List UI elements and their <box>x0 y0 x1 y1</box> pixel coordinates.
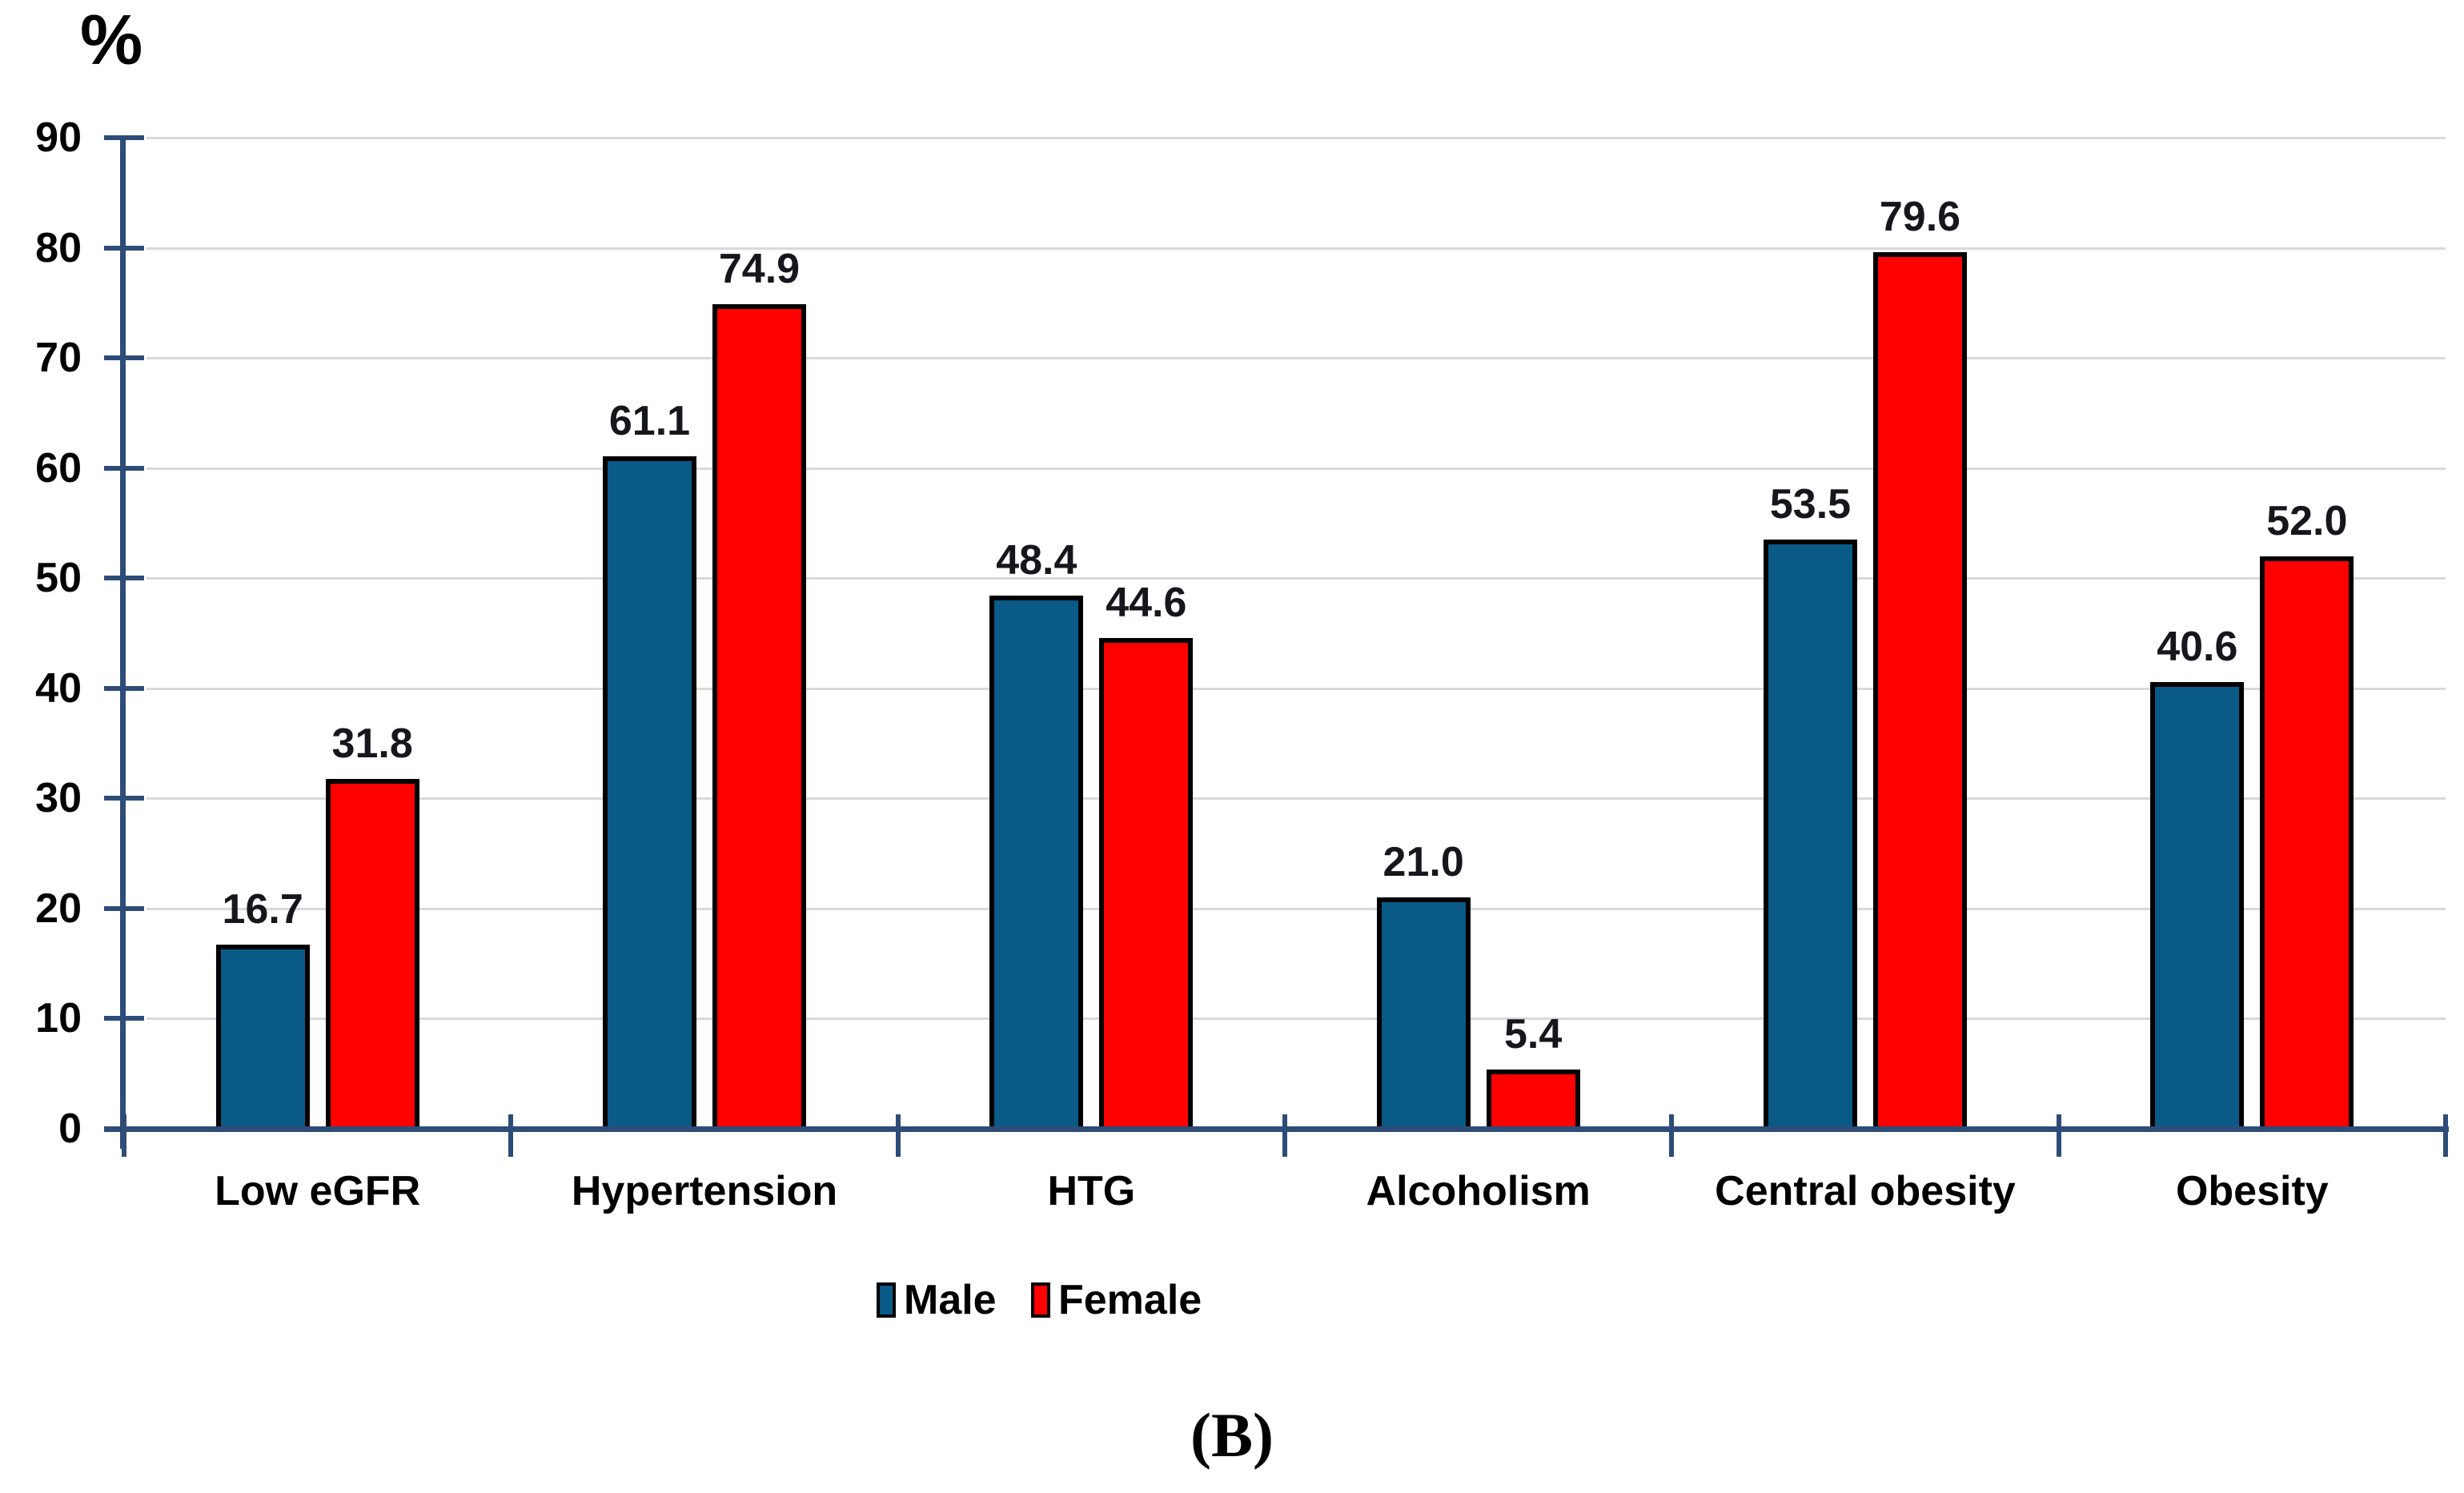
data-label-female-2: 44.6 <box>1106 579 1187 626</box>
bar-female-4 <box>1873 252 1967 1132</box>
y-tick-label-60: 60 <box>35 444 82 492</box>
y-tick-60 <box>104 465 144 471</box>
data-label-male-2: 48.4 <box>996 537 1077 584</box>
data-label-male-4: 53.5 <box>1769 481 1852 528</box>
gridline-80 <box>146 247 2446 250</box>
category-label-5: Obesity <box>2175 1168 2329 1214</box>
figure-caption: (B) <box>1190 1400 1274 1470</box>
gridline-30 <box>146 797 2446 801</box>
y-tick-80 <box>104 245 144 251</box>
y-tick-50 <box>104 576 144 581</box>
gridline-20 <box>146 907 2446 910</box>
bar-male-0 <box>215 945 310 1132</box>
y-tick-70 <box>104 355 144 361</box>
gridline-40 <box>146 687 2446 690</box>
gridline-50 <box>146 577 2446 580</box>
category-label-0: Low eGFR <box>215 1168 421 1214</box>
category-label-2: HTG <box>1047 1168 1136 1214</box>
y-tick-label-40: 40 <box>35 664 82 712</box>
gridline-60 <box>146 467 2446 470</box>
female-legend-label: Female <box>1058 1277 1202 1323</box>
data-label-male-5: 40.6 <box>2157 623 2238 670</box>
bar-male-4 <box>1764 540 1857 1132</box>
data-label-female-0: 31.8 <box>331 720 413 767</box>
x-tick-0 <box>122 1114 126 1157</box>
data-label-female-1: 74.9 <box>718 245 801 292</box>
data-label-male-0: 16.7 <box>222 886 303 933</box>
data-label-male-3: 21.0 <box>1382 839 1464 886</box>
data-label-female-3: 5.4 <box>1504 1010 1563 1058</box>
female-legend-swatch-icon <box>1031 1282 1050 1318</box>
y-tick-label-30: 30 <box>35 775 82 822</box>
y-axis-line <box>120 136 126 1149</box>
data-label-female-4: 79.6 <box>1879 194 1961 241</box>
y-tick-label-10: 10 <box>35 995 82 1042</box>
gridline-90 <box>146 137 2446 139</box>
bar-male-5 <box>2150 681 2245 1132</box>
bar-male-1 <box>603 456 696 1132</box>
x-tick-1 <box>508 1114 514 1157</box>
gridline-70 <box>146 357 2446 360</box>
bar-female-1 <box>712 303 806 1132</box>
y-tick-label-0: 0 <box>58 1106 82 1152</box>
y-tick-90 <box>104 135 144 140</box>
data-label-male-1: 61.1 <box>608 397 691 444</box>
y-tick-40 <box>104 685 144 691</box>
x-tick-6 <box>2443 1114 2448 1157</box>
male-legend-swatch-icon <box>877 1282 896 1318</box>
category-label-1: Hypertension <box>571 1168 838 1214</box>
x-axis-line <box>104 1126 2449 1132</box>
data-label-female-5: 52.0 <box>2266 497 2348 544</box>
y-tick-30 <box>104 796 144 801</box>
y-tick-label-80: 80 <box>35 224 82 271</box>
y-tick-label-50: 50 <box>35 555 82 602</box>
y-tick-label-20: 20 <box>35 885 82 932</box>
y-tick-label-70: 70 <box>35 335 82 382</box>
bar-female-0 <box>325 778 419 1132</box>
x-tick-2 <box>895 1114 901 1157</box>
male-legend-label: Male <box>904 1277 997 1323</box>
x-tick-4 <box>1669 1114 1675 1157</box>
y-tick-10 <box>104 1016 144 1021</box>
y-tick-label-90: 90 <box>35 114 82 161</box>
bar-female-2 <box>1099 637 1194 1132</box>
gridline-10 <box>146 1017 2446 1021</box>
legend-item-female: Female <box>1031 1278 1202 1322</box>
y-axis-title: % <box>80 0 143 79</box>
bar-female-3 <box>1486 1069 1580 1132</box>
x-tick-5 <box>2056 1114 2061 1157</box>
x-tick-3 <box>1282 1114 1287 1157</box>
category-label-3: Alcoholism <box>1366 1168 1591 1214</box>
category-label-4: Central obesity <box>1715 1168 2016 1214</box>
legend-item-male: Male <box>877 1278 997 1322</box>
bar-male-2 <box>989 596 1084 1132</box>
y-tick-20 <box>104 905 144 911</box>
